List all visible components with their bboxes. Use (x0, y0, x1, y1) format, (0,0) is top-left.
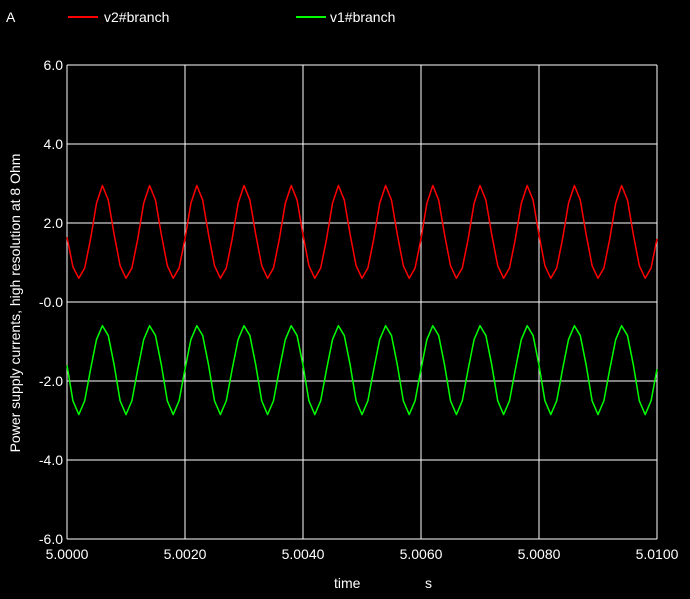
x-tick-label: 5.0060 (400, 546, 443, 562)
series-line-v1-branch (66, 324, 658, 416)
y-axis-label: Power supply currents, high resolution a… (7, 154, 23, 453)
legend-label-v2: v2#branch (104, 9, 169, 25)
grid (66, 64, 658, 540)
y-tick-label: 2.0 (44, 215, 64, 231)
x-tick-label: 5.0080 (518, 546, 561, 562)
y-tick-label: -2.0 (39, 373, 63, 389)
x-tick-label: 5.0100 (636, 546, 679, 562)
x-tick-label: 5.0020 (164, 546, 207, 562)
series-layer (66, 184, 658, 416)
y-tick-label: -0.0 (39, 294, 63, 310)
y-tick-label: -6.0 (39, 531, 63, 547)
x-axis-label: time (334, 575, 361, 591)
legend: v2#branch v1#branch (68, 9, 395, 25)
y-tick-labels: 6.0 4.0 2.0 -0.0 -2.0 -4.0 -6.0 (39, 57, 63, 547)
unit-label: A (6, 9, 16, 25)
x-tick-label: 5.0040 (282, 546, 325, 562)
x-axis-unit: s (425, 575, 432, 591)
x-tick-labels: 5.0000 5.0020 5.0040 5.0060 5.0080 5.0100 (46, 546, 679, 562)
y-tick-label: 4.0 (44, 136, 64, 152)
series-line-v2-branch (66, 184, 658, 280)
y-tick-label: -4.0 (39, 452, 63, 468)
legend-label-v1: v1#branch (330, 9, 395, 25)
x-tick-label: 5.0000 (46, 546, 89, 562)
y-tick-label: 6.0 (44, 57, 64, 73)
